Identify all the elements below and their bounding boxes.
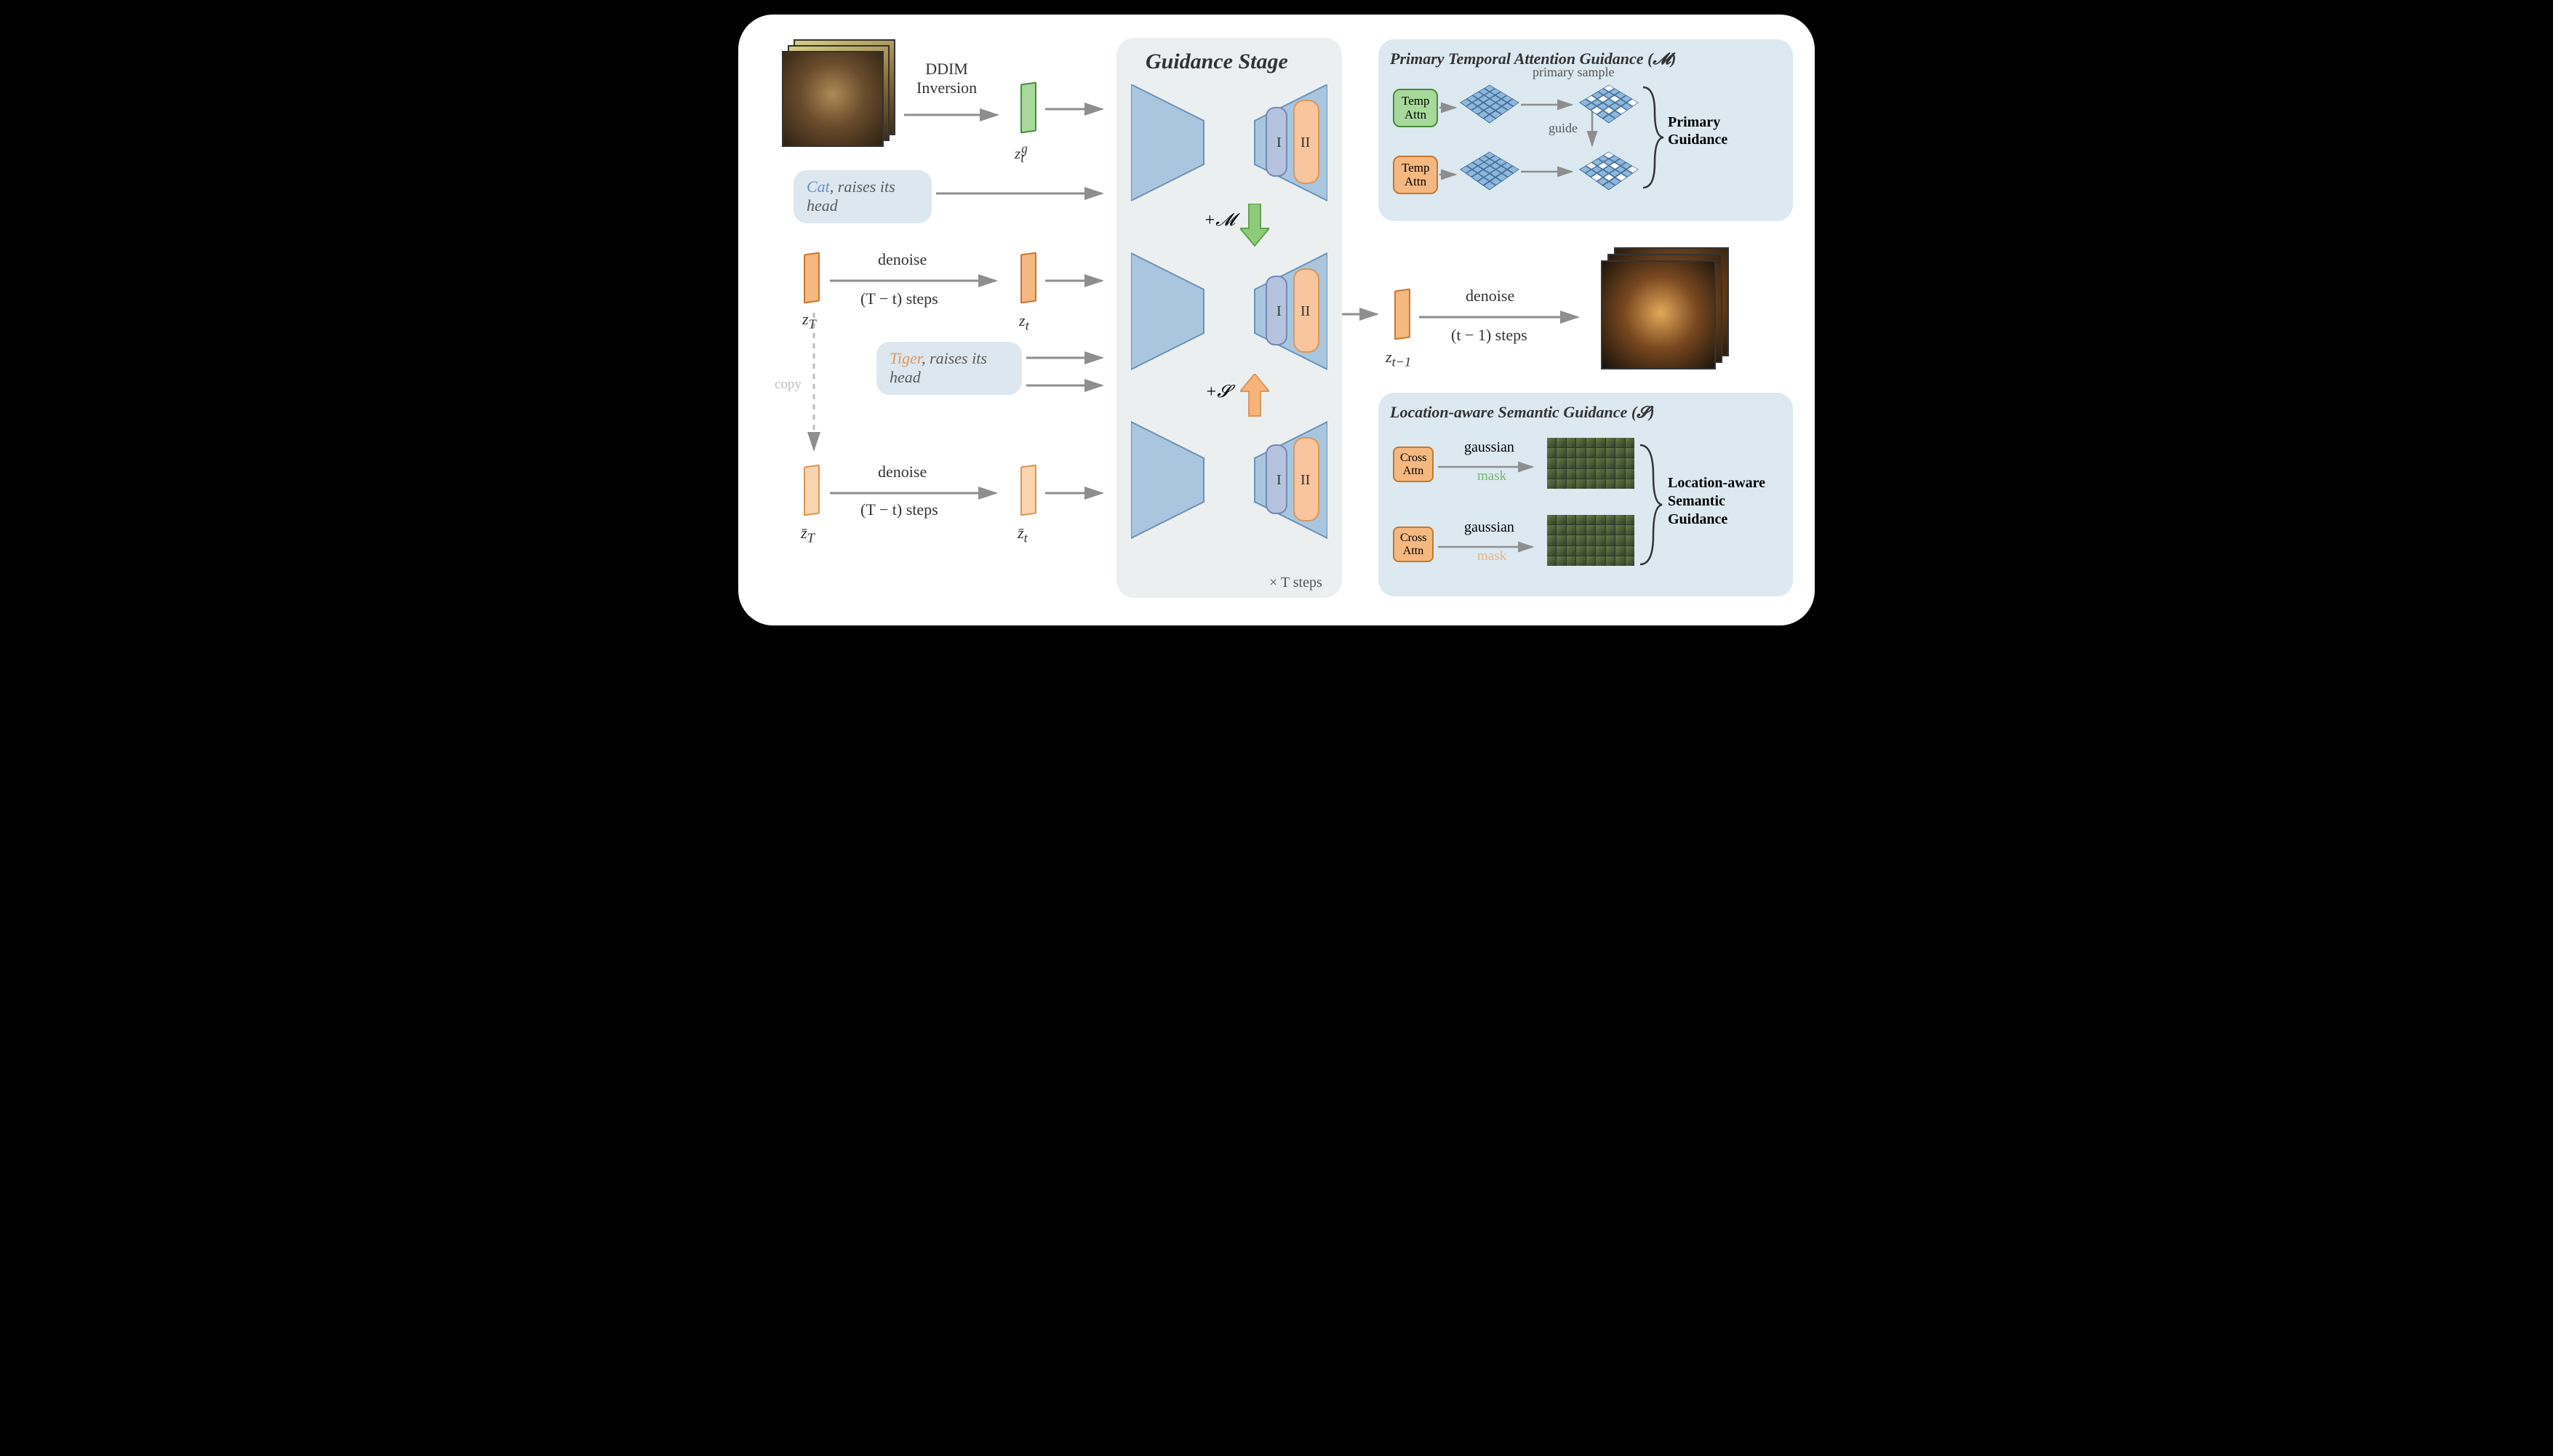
arrow-prompt-tgt-b	[1026, 378, 1111, 393]
tiger-word: Tiger	[890, 349, 922, 367]
zt-label: zt	[1019, 311, 1029, 333]
cross-attn-1: Cross Attn	[1393, 447, 1434, 482]
arrow-to-guidance-bot	[1045, 486, 1111, 500]
denoise-label-3: denoise	[1466, 287, 1514, 305]
arrow-ta-g1	[1439, 102, 1461, 113]
arrow-dense-to-sparse-bot	[1521, 166, 1579, 177]
zbart-label: z̄t	[1018, 524, 1028, 545]
arrow-denoise-2	[830, 486, 1004, 500]
arrow-denoise-out	[1419, 310, 1586, 324]
prompt-target: Tiger, raises its head	[876, 342, 1022, 395]
primary-temporal-box: Primary Temporal Attention Guidance (𝓜) …	[1378, 39, 1793, 221]
inversion-text: Inversion	[916, 79, 977, 97]
arrow-denoise-1	[830, 273, 1004, 288]
arrow-M	[1240, 204, 1269, 247]
svg-text:I: I	[1276, 135, 1282, 151]
bracket-semantic	[1640, 439, 1665, 570]
gaussian-label-1: gaussian	[1464, 439, 1514, 456]
cube-sparse-bot	[1588, 148, 1630, 191]
arrow-primary-sample	[1521, 99, 1579, 111]
sem-title: Location-aware Semantic Guidance (𝓢)	[1390, 403, 1781, 422]
cube-sparse-top	[1588, 81, 1630, 124]
cross-attn-2: Cross Attn	[1393, 527, 1434, 562]
latent-zT	[804, 252, 820, 303]
svg-text:II: II	[1301, 303, 1310, 319]
ddim-inversion-label: DDIM Inversion	[916, 60, 977, 97]
arrow-S	[1240, 374, 1269, 417]
copy-label: copy	[775, 377, 802, 393]
denoise-label-2: denoise	[878, 463, 927, 481]
arrow-to-guidance-mid	[1045, 273, 1111, 288]
guidance-title: Guidance Stage	[1146, 49, 1288, 74]
zt1-label: zt−1	[1386, 348, 1411, 369]
cube-dense-top	[1469, 81, 1511, 124]
latent-zt1	[1394, 288, 1410, 340]
zbarT-label: z̄T	[801, 524, 815, 545]
bracket-primary	[1643, 83, 1665, 192]
steps-label-1: (T − t) steps	[860, 289, 938, 308]
plus-S-label: +𝓢	[1205, 383, 1231, 402]
arrow-ta-o1	[1439, 169, 1461, 180]
latent-zt-g	[1020, 81, 1036, 133]
unet-stack: I II I II I II	[1131, 84, 1327, 593]
diagram-canvas: DDIM Inversion ztg Cat, raises its head …	[738, 15, 1815, 625]
latent-zbart	[1020, 464, 1036, 516]
mask-orange-label: mask	[1477, 548, 1506, 564]
arrow-out-guidance	[1342, 307, 1386, 321]
svg-text:II: II	[1301, 135, 1310, 151]
svg-text:I: I	[1276, 303, 1282, 319]
gaussian-label-2: gaussian	[1464, 519, 1514, 536]
output-video-frames	[1601, 247, 1732, 371]
zt-g-label: ztg	[1015, 141, 1028, 166]
T-steps-label: × T steps	[1269, 575, 1322, 591]
arrow-prompt-src	[936, 186, 1111, 201]
guide-label: guide	[1549, 121, 1578, 136]
cat-word: Cat	[807, 177, 830, 196]
denoise-label-1: denoise	[878, 250, 927, 269]
cube-dense-bot	[1469, 148, 1511, 191]
temp-attn-green: Temp Attn	[1393, 89, 1438, 127]
ddim-text: DDIM	[925, 60, 968, 78]
temp-attn-orange: Temp Attn	[1393, 156, 1438, 194]
plus-M-label: +𝓜	[1204, 211, 1235, 231]
semantic-guidance-box: Location-aware Semantic Guidance (𝓢) Cro…	[1378, 393, 1793, 596]
arrow-to-guidance-top	[1045, 102, 1111, 116]
latent-zbarT	[804, 464, 820, 516]
mask-grid-2	[1547, 515, 1634, 566]
steps-t1-label: (t − 1) steps	[1451, 326, 1527, 345]
latent-zt	[1020, 252, 1036, 303]
arrow-copy	[807, 313, 821, 458]
sem-guidance-label: Location-aware Semantic Guidance	[1668, 474, 1765, 529]
mask-green-label: mask	[1477, 468, 1506, 484]
arrow-ddim	[904, 108, 1006, 122]
input-video-frames	[782, 39, 898, 148]
primary-sample-label: primary sample	[1533, 65, 1614, 79]
steps-label-2: (T − t) steps	[860, 500, 938, 519]
svg-text:I: I	[1276, 472, 1282, 488]
arrow-prompt-tgt-a	[1026, 351, 1111, 365]
prompt-source: Cat, raises its head	[794, 170, 932, 223]
svg-text:II: II	[1301, 472, 1310, 488]
mask-grid-1	[1547, 438, 1634, 489]
primary-guidance-label: Primary Guidance	[1668, 113, 1781, 148]
